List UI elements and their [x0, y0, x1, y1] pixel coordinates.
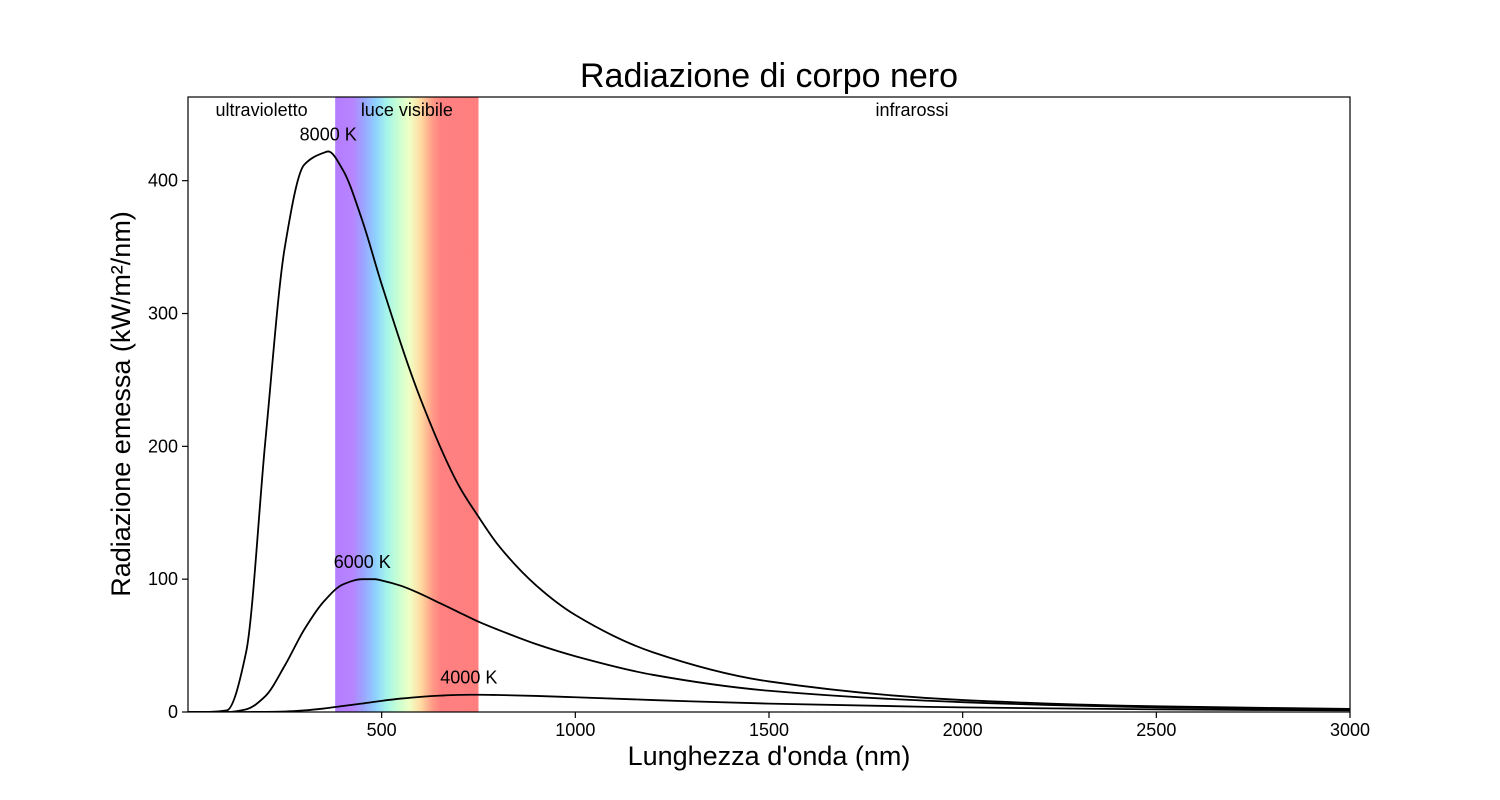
curve-labels: 8000 K 6000 K 4000 K: [300, 124, 498, 687]
region-label: infrarossi: [875, 100, 948, 120]
y-tick-label: 300: [148, 304, 178, 324]
region-label: luce visibile: [361, 100, 453, 120]
y-axis-label: Radiazione emessa (kW/m²/nm): [106, 211, 136, 597]
x-tick-label: 2500: [1136, 720, 1176, 740]
plot-area: [187, 96, 1351, 713]
y-tick-label: 100: [148, 569, 178, 589]
curves-group: [188, 150, 1350, 712]
x-tick-label: 3000: [1330, 720, 1370, 740]
series-line: [188, 150, 1350, 712]
x-tick-label: 2000: [943, 720, 983, 740]
axis-ticks: 500 1000 1500 2000 2500 3000 0 100 200 300 400: [148, 171, 1370, 740]
series-line: [188, 578, 1350, 712]
x-tick-label: 500: [367, 720, 397, 740]
series-label: 4000 K: [440, 668, 497, 688]
series-line: [188, 693, 1350, 712]
y-tick-label: 200: [148, 436, 178, 456]
x-tick-label: 1500: [749, 720, 789, 740]
x-tick-label: 1000: [555, 720, 595, 740]
series-label: 6000 K: [334, 552, 391, 572]
y-tick-label: 400: [148, 171, 178, 191]
visible-spectrum-band: [335, 97, 479, 712]
region-labels: ultravioletto luce visibile infrarossi: [216, 100, 949, 120]
region-label: ultravioletto: [216, 100, 308, 120]
chart-title: Radiazione di corpo nero: [580, 57, 958, 95]
y-tick-label: 0: [168, 702, 178, 722]
x-axis-label: Lunghezza d'onda (nm): [628, 741, 911, 771]
series-label: 8000 K: [300, 124, 357, 144]
